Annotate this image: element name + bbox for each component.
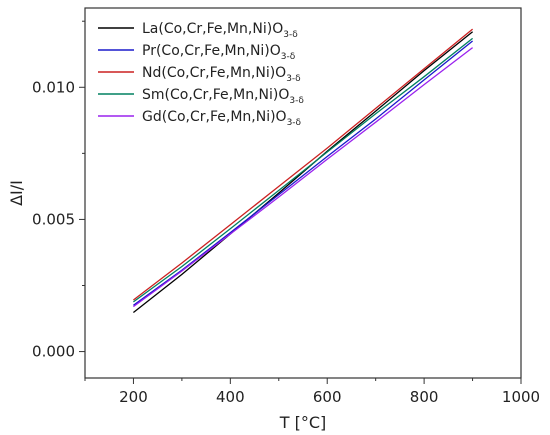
legend-label-subscript: 3-δ	[281, 52, 296, 62]
plot-frame	[84, 7, 522, 379]
y-tick-label: 0.000	[32, 343, 75, 361]
x-tick-label: 600	[313, 388, 342, 406]
series-lines	[132, 28, 474, 314]
legend-label-main: Sm(Co,Cr,Fe,Mn,Ni)O	[142, 87, 289, 103]
x-tick-label: 200	[119, 388, 148, 406]
legend: La(Co,Cr,Fe,Mn,Ni)O3-δPr(Co,Cr,Fe,Mn,Ni)…	[98, 21, 304, 128]
series-line-0	[132, 31, 474, 314]
legend-label-main: La(Co,Cr,Fe,Mn,Ni)O	[142, 21, 283, 37]
series-line-2	[133, 28, 474, 301]
series-line-1	[133, 40, 474, 306]
series-line-4	[133, 47, 473, 308]
legend-label-1: Pr(Co,Cr,Fe,Mn,Ni)O3-δ	[142, 43, 296, 62]
legend-label-subscript: 3-δ	[287, 118, 302, 128]
x-tick-label: 1000	[502, 388, 540, 406]
legend-label-4: Gd(Co,Cr,Fe,Mn,Ni)O3-δ	[142, 109, 302, 128]
plot-border	[84, 7, 522, 379]
legend-label-2: Nd(Co,Cr,Fe,Mn,Ni)O3-δ	[142, 65, 301, 84]
legend-label-3: Sm(Co,Cr,Fe,Mn,Ni)O3-δ	[142, 87, 304, 106]
legend-label-main: Pr(Co,Cr,Fe,Mn,Ni)O	[142, 43, 281, 59]
y-tick-label: 0.010	[32, 78, 75, 96]
x-axis-title: T [°C]	[279, 413, 327, 432]
x-tick-label: 800	[410, 388, 439, 406]
legend-label-subscript: 3-δ	[289, 96, 304, 106]
y-tick-label: 0.005	[32, 210, 75, 228]
legend-label-0: La(Co,Cr,Fe,Mn,Ni)O3-δ	[142, 21, 298, 40]
series-line-3	[133, 37, 474, 303]
legend-label-main: Gd(Co,Cr,Fe,Mn,Ni)O	[142, 109, 287, 125]
x-tick-label: 400	[216, 388, 245, 406]
legend-label-subscript: 3-δ	[286, 74, 301, 84]
legend-label-subscript: 3-δ	[283, 30, 298, 40]
legend-label-main: Nd(Co,Cr,Fe,Mn,Ni)O	[142, 65, 286, 81]
y-axis-title: ΔI/I	[7, 180, 26, 206]
y-axis: 0.000 0.005 0.010	[32, 20, 85, 361]
x-axis: 200 400 600 800 1000	[84, 378, 540, 406]
